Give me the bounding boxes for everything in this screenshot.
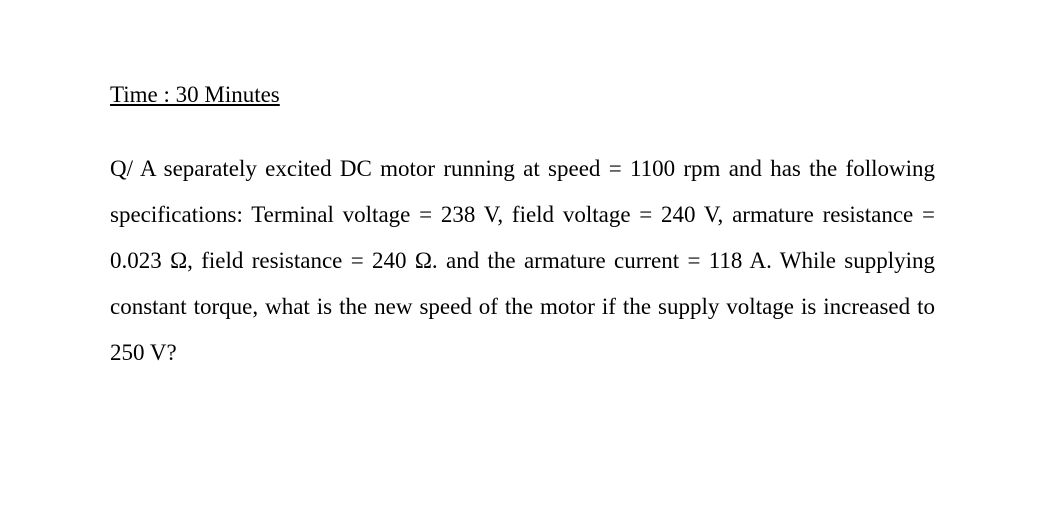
question-body: Q/ A separately excited DC motor running… (110, 146, 935, 376)
document-page: Time : 30 Minutes Q/ A separately excite… (0, 0, 1045, 376)
time-limit-heading: Time : 30 Minutes (110, 82, 935, 108)
